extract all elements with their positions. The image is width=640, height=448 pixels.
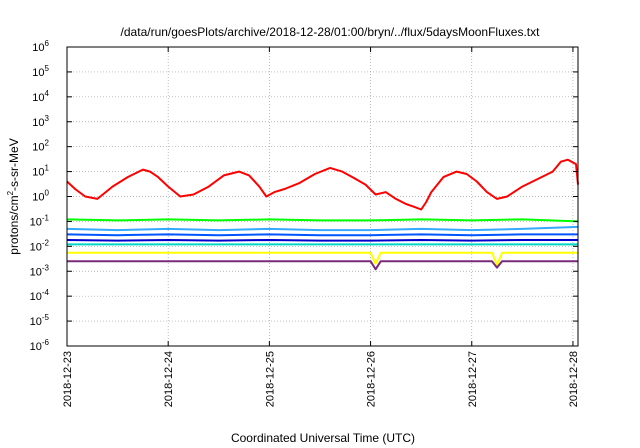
y-tick-label: 10-2 (30, 238, 50, 253)
y-tick-label-base: 10 (32, 142, 44, 154)
ticks: 10-610-510-410-310-210-11001011021031041… (30, 39, 580, 407)
chart-title: /data/run/goesPlots/archive/2018-12-28/0… (121, 25, 541, 39)
y-tick-label: 10-6 (30, 338, 50, 353)
y-tick-label-base: 10 (30, 266, 42, 278)
series-line (66, 158, 579, 211)
y-tick-label-exponent: -5 (42, 313, 50, 322)
y-tick-label-exponent: -2 (42, 238, 50, 247)
y-tick-label: 10-1 (30, 213, 50, 228)
y-tick-label-exponent: -6 (42, 338, 50, 347)
series-line (67, 251, 578, 266)
y-tick-label-base: 10 (32, 192, 44, 204)
y-tick-label-base: 10 (32, 167, 44, 179)
y-tick-label-base: 10 (30, 316, 42, 328)
series-line (66, 225, 579, 232)
y-tick-label: 101 (32, 164, 49, 179)
y-tick-label-exponent: -1 (42, 213, 50, 222)
y-tick-label: 100 (32, 189, 49, 204)
x-tick-label: 2018-12-23 (62, 351, 74, 407)
x-axis-label: Coordinated Universal Time (UTC) (231, 431, 415, 445)
y-tick-label-exponent: 0 (45, 189, 50, 198)
x-tick-label: 2018-12-27 (467, 351, 479, 407)
y-tick-label-exponent: -4 (42, 288, 50, 297)
y-axis-label-rest: -s-sr-MeV (7, 138, 21, 191)
y-tick-label: 10-5 (30, 313, 50, 328)
y-tick-label-exponent: -3 (42, 263, 50, 272)
y-tick-label-exponent: 4 (45, 89, 50, 98)
y-tick-label: 10-3 (30, 263, 50, 278)
y-tick-label-exponent: 1 (45, 164, 50, 173)
y-tick-label-base: 10 (32, 67, 44, 79)
y-tick-label: 105 (32, 64, 49, 79)
y-tick-label-base: 10 (30, 241, 42, 253)
y-axis-label-superscript: 2 (6, 190, 15, 195)
series-line (66, 233, 578, 237)
x-tick-label: 2018-12-26 (366, 351, 378, 407)
series-line (66, 218, 579, 223)
y-tick-label-exponent: 2 (45, 139, 50, 148)
y-tick-label: 104 (32, 89, 49, 104)
y-tick-label: 103 (32, 114, 49, 129)
y-tick-label-base: 10 (30, 291, 42, 303)
y-tick-label-base: 10 (32, 42, 44, 54)
grid (66, 46, 578, 347)
y-tick-label: 102 (32, 139, 49, 154)
x-tick-label: 2018-12-24 (163, 351, 175, 407)
y-tick-label-exponent: 3 (45, 114, 50, 123)
y-axis-label-main: protons/cm (7, 195, 21, 254)
series-line (67, 260, 578, 271)
x-tick-label: 2018-12-28 (568, 351, 580, 407)
series-line (66, 239, 578, 242)
y-tick-label-exponent: 6 (45, 39, 50, 48)
y-tick-label-base: 10 (32, 92, 44, 104)
y-axis-label: protons/cm2-s-sr-MeV (6, 138, 21, 254)
x-tick-label: 2018-12-25 (264, 351, 276, 407)
series-group (66, 158, 579, 271)
y-tick-label: 106 (32, 39, 49, 54)
y-tick-label-base: 10 (30, 341, 42, 353)
y-tick-label-base: 10 (32, 117, 44, 129)
y-tick-label: 10-4 (30, 288, 50, 303)
y-tick-label-base: 10 (30, 216, 42, 228)
y-tick-label-exponent: 5 (45, 64, 50, 73)
